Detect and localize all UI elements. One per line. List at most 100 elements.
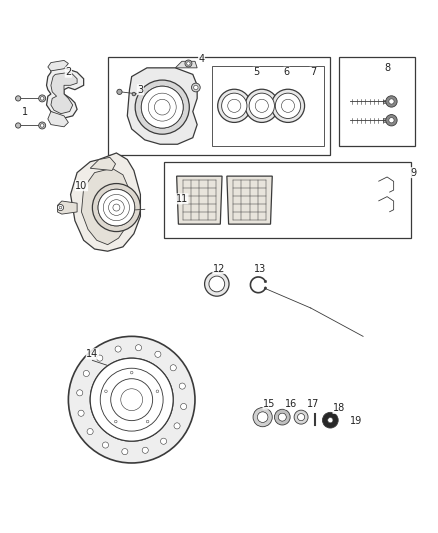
Circle shape [15, 123, 21, 128]
Circle shape [121, 389, 143, 410]
Text: 1: 1 [21, 107, 28, 117]
Circle shape [283, 101, 293, 111]
Circle shape [102, 442, 109, 448]
Circle shape [322, 413, 338, 428]
Circle shape [40, 96, 44, 100]
Circle shape [132, 92, 136, 96]
Text: 10: 10 [75, 181, 88, 191]
Bar [383, 118, 389, 122]
Circle shape [122, 449, 128, 455]
Circle shape [114, 420, 117, 423]
Circle shape [328, 417, 333, 423]
Bar [383, 100, 389, 103]
Text: 19: 19 [350, 416, 363, 426]
Text: 5: 5 [253, 67, 259, 77]
Circle shape [112, 418, 119, 425]
Circle shape [146, 420, 149, 423]
Circle shape [218, 89, 251, 123]
Circle shape [194, 85, 198, 90]
Circle shape [87, 429, 93, 434]
Circle shape [187, 62, 190, 65]
Polygon shape [227, 176, 272, 224]
Circle shape [135, 345, 141, 351]
Circle shape [39, 95, 46, 102]
Circle shape [191, 83, 200, 92]
Circle shape [113, 204, 120, 211]
Text: 6: 6 [284, 67, 290, 77]
Circle shape [141, 86, 183, 128]
Circle shape [205, 272, 229, 296]
Text: 18: 18 [333, 403, 345, 414]
Circle shape [77, 390, 83, 396]
Circle shape [117, 89, 122, 94]
Polygon shape [127, 68, 197, 144]
Polygon shape [48, 111, 68, 127]
Circle shape [170, 365, 177, 371]
Circle shape [264, 280, 267, 283]
Circle shape [92, 183, 141, 231]
Circle shape [128, 369, 135, 376]
Circle shape [160, 438, 166, 445]
Text: 13: 13 [254, 264, 267, 273]
Circle shape [278, 95, 298, 116]
Circle shape [185, 60, 192, 67]
Circle shape [174, 423, 180, 429]
Text: 12: 12 [213, 264, 225, 273]
Circle shape [389, 118, 394, 123]
Polygon shape [46, 68, 84, 118]
Circle shape [115, 346, 121, 352]
Circle shape [103, 195, 130, 221]
Circle shape [297, 414, 304, 421]
Circle shape [83, 370, 89, 376]
Circle shape [148, 93, 176, 121]
Circle shape [275, 409, 290, 425]
Circle shape [255, 99, 268, 112]
Text: 4: 4 [198, 54, 205, 64]
Circle shape [279, 413, 286, 421]
Circle shape [229, 101, 240, 111]
Polygon shape [90, 157, 116, 171]
Circle shape [59, 206, 62, 209]
Text: 9: 9 [410, 168, 417, 177]
Circle shape [328, 417, 333, 423]
Circle shape [209, 276, 225, 292]
Polygon shape [71, 153, 141, 251]
Polygon shape [57, 201, 77, 214]
Circle shape [222, 93, 247, 118]
Polygon shape [48, 60, 68, 71]
Text: 15: 15 [263, 399, 276, 409]
Circle shape [102, 388, 110, 395]
Circle shape [15, 96, 21, 101]
Circle shape [142, 447, 148, 454]
Polygon shape [177, 176, 222, 224]
Bar [212, 66, 324, 147]
Text: 14: 14 [86, 349, 99, 359]
Circle shape [90, 358, 173, 441]
Circle shape [253, 408, 272, 427]
Circle shape [386, 115, 397, 126]
Circle shape [258, 412, 268, 422]
Circle shape [155, 351, 161, 357]
Circle shape [121, 389, 143, 410]
Circle shape [154, 388, 161, 395]
Circle shape [386, 96, 397, 107]
Circle shape [131, 372, 133, 374]
Text: 8: 8 [384, 63, 390, 73]
Text: 2: 2 [65, 67, 71, 77]
Circle shape [276, 93, 300, 118]
Text: 17: 17 [307, 399, 319, 409]
Circle shape [100, 368, 163, 431]
Circle shape [264, 287, 267, 289]
Circle shape [40, 124, 44, 127]
Circle shape [258, 412, 268, 422]
Text: 7: 7 [310, 67, 316, 77]
Circle shape [103, 195, 130, 221]
Circle shape [389, 99, 394, 104]
Bar [108, 57, 330, 155]
Circle shape [98, 189, 135, 226]
Circle shape [279, 413, 286, 421]
Circle shape [144, 418, 151, 425]
Circle shape [111, 379, 152, 421]
Circle shape [68, 336, 195, 463]
Circle shape [297, 414, 304, 421]
